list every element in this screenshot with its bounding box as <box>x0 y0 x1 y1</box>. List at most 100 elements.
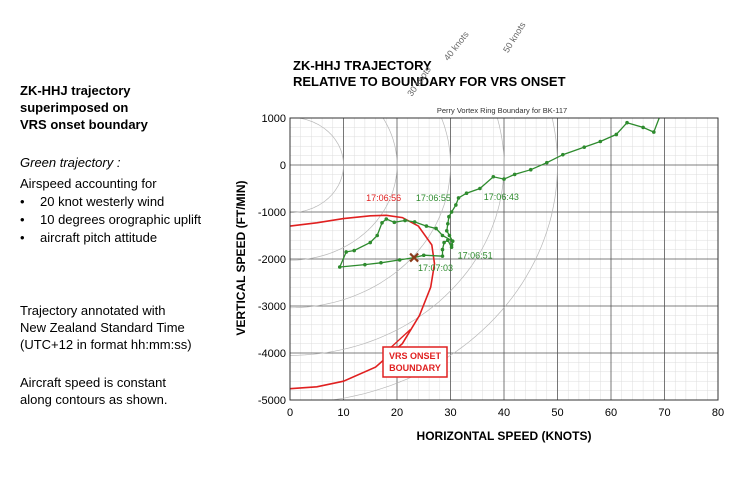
axes: 0 10 20 30 40 50 60 70 80 1000 0 -1000 -2000 -3000 -40… <box>258 113 724 419</box>
chart-title-line-1: ZK-HHJ TRAJECTORY <box>293 58 432 73</box>
y-tick-label: -5000 <box>258 395 286 407</box>
y-tick-label: -2000 <box>258 254 286 266</box>
speed-note: Aircraft speed is constant along contour… <box>20 374 167 408</box>
trajectory-point <box>440 254 445 258</box>
x-tick-label: 70 <box>658 407 670 419</box>
speed-note-line-2: along contours as shown. <box>20 392 168 407</box>
trajectory-point <box>403 218 407 223</box>
trajectory-point <box>450 239 455 243</box>
trajectory <box>337 118 660 269</box>
trajectory-point <box>446 238 450 242</box>
trajectory-point <box>512 172 517 177</box>
trajectory-point <box>444 229 449 233</box>
trajectory-point <box>625 120 629 125</box>
trajectory-point <box>502 177 506 181</box>
time-annotation: 17:07:03 <box>418 263 453 273</box>
trajectory-point <box>363 262 367 267</box>
trajectory-point <box>449 243 454 247</box>
trajectory-point <box>379 260 383 265</box>
airspeed-factors-list: 20 knot westerly wind 10 degrees orograp… <box>20 193 201 247</box>
trajectory-point <box>375 233 380 238</box>
trajectory-point <box>446 221 450 226</box>
vrs-boundary: VRS ONSET BOUNDARY <box>289 214 448 390</box>
time-annotation: 17:06:43 <box>484 192 519 202</box>
trajectory-point <box>464 191 469 195</box>
trajectory-point <box>392 220 397 225</box>
x-tick-label: 30 <box>444 407 456 419</box>
y-tick-label: 0 <box>280 160 286 172</box>
time-annotation: 17:06:51 <box>458 251 493 261</box>
trajectory-point <box>434 226 438 231</box>
contour-label: 50 knots <box>501 20 528 55</box>
trajectory-point <box>614 132 619 137</box>
annotation-note-line-2: New Zealand Standard Time <box>20 320 185 335</box>
vrs-boundary-curve <box>289 214 436 390</box>
trajectory-point <box>447 214 451 219</box>
time-annotation: 17:06:55 <box>416 193 451 203</box>
y-tick-label: -3000 <box>258 301 286 313</box>
chart-title: ZK-HHJ TRAJECTORY RELATIVE TO BOUNDARY F… <box>293 58 566 90</box>
boundary-label-text: VRS ONSET <box>389 351 442 361</box>
trajectory-point <box>582 145 587 149</box>
contour-label: 30 knots <box>405 64 433 98</box>
annotation-note-line-1: Trajectory annotated with <box>20 303 166 318</box>
speed-contour <box>290 118 344 213</box>
trajectory-point <box>397 258 402 262</box>
trajectory-point <box>561 152 565 157</box>
contour-label: 40 knots <box>442 29 471 62</box>
annotation-note-line-3: (UTC+12 in format hh:mm:ss) <box>20 337 192 352</box>
y-axis-label: VERTICAL SPEED (FT/MIN) <box>234 180 248 335</box>
trajectory-point <box>368 240 373 245</box>
speed-note-line-1: Aircraft speed is constant <box>20 375 166 390</box>
trajectory-point <box>641 125 645 130</box>
trajectory-point <box>652 130 656 134</box>
trajectory-point <box>344 250 348 254</box>
list-item: aircraft pitch attitude <box>20 229 201 247</box>
green-trajectory-label: Green trajectory : <box>20 155 121 170</box>
y-tick-label: -4000 <box>258 348 286 360</box>
speed-contour <box>290 118 505 356</box>
trajectory-point <box>449 210 454 214</box>
trajectory-point <box>440 233 445 238</box>
trajectory-point <box>598 139 603 144</box>
x-tick-label: 20 <box>391 407 403 419</box>
trajectory-point <box>447 233 452 238</box>
trajectory-point <box>528 167 533 172</box>
panel-title-line-3: VRS onset boundary <box>20 117 148 132</box>
x-tick-label: 60 <box>605 407 617 419</box>
time-annotations: 17:06:56 17:06:55 17:06:43 17:06:51 17:07:03 <box>366 192 519 273</box>
x-tick-label: 0 <box>287 407 293 419</box>
trajectory-point <box>442 240 446 245</box>
list-item: 20 knot westerly wind <box>20 193 201 211</box>
trajectory-point <box>412 220 417 224</box>
boundary-label-text: BOUNDARY <box>389 363 441 373</box>
airspeed-label: Airspeed accounting for <box>20 176 157 191</box>
trajectory-point <box>421 253 426 258</box>
speed-contour <box>290 118 451 309</box>
chart-title-line-2: RELATIVE TO BOUNDARY FOR VRS ONSET <box>293 74 566 89</box>
chart-subtitle: Perry Vortex Ring Boundary for BK-117 <box>437 106 567 115</box>
panel-title-line-1: ZK-HHJ trajectory <box>20 83 131 98</box>
trajectory-point <box>380 221 384 225</box>
plot-border <box>289 117 719 401</box>
trajectory-point <box>454 203 458 207</box>
time-annotation: 17:06:56 <box>366 193 401 203</box>
y-tick-label: 1000 <box>262 113 286 125</box>
x-tick-label: 80 <box>712 407 724 419</box>
x-tick-label: 10 <box>337 407 349 419</box>
trajectory-point <box>440 247 445 252</box>
speed-contour <box>290 118 398 261</box>
annotation-note: Trajectory annotated with New Zealand St… <box>20 302 192 353</box>
trajectory-point <box>384 217 389 221</box>
list-item: 10 degrees orographic uplift <box>20 211 201 229</box>
trajectory-point <box>337 265 342 269</box>
x-tick-label: 40 <box>498 407 510 419</box>
end-marker <box>409 252 419 263</box>
boundary-label-box <box>382 346 448 378</box>
trajectory-point <box>478 186 482 191</box>
trajectory-point <box>491 174 496 179</box>
trajectory-point <box>424 224 429 228</box>
x-axis-label: HORIZONTAL SPEED (KNOTS) <box>417 429 592 443</box>
y-tick-label: -1000 <box>258 207 286 219</box>
